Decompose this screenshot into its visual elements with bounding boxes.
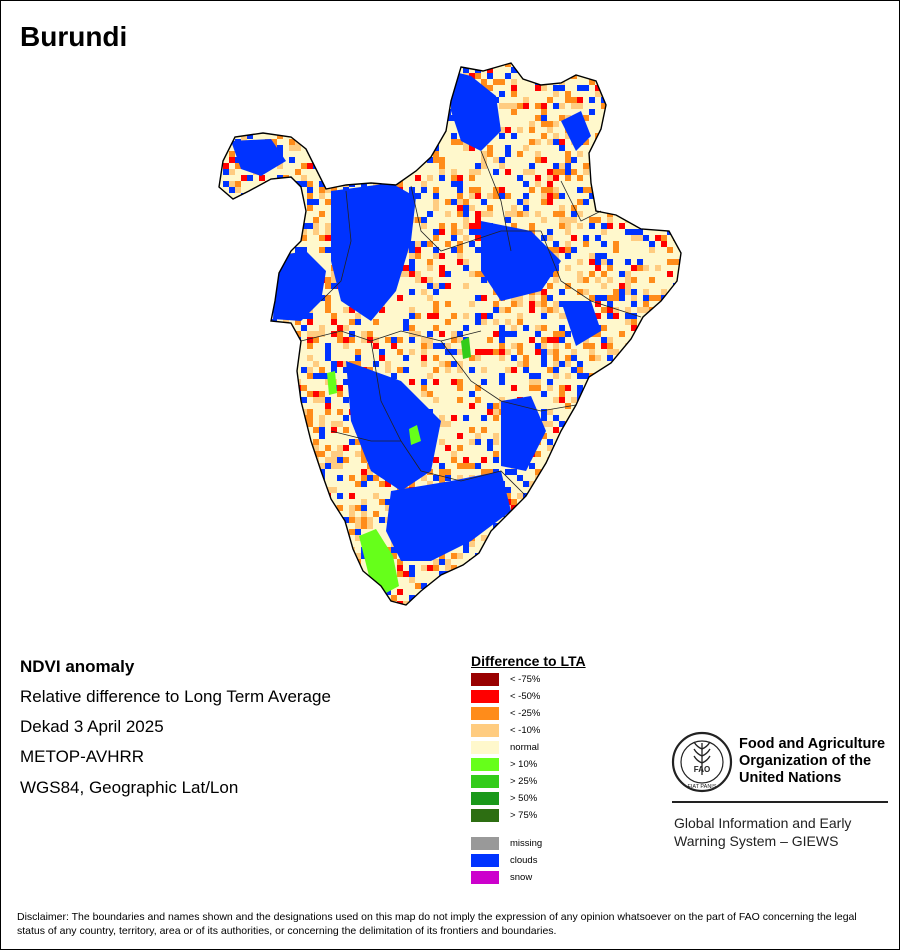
- map-title: Burundi: [20, 21, 128, 52]
- product-sensor: METOP-AVHRR: [20, 747, 145, 766]
- legend-swatch: [471, 741, 499, 754]
- legend-swatch: [471, 854, 499, 867]
- legend-label: missing: [510, 838, 543, 849]
- product-projection: WGS84, Geographic Lat/Lon: [20, 778, 239, 797]
- legend-swatch: [471, 837, 499, 850]
- legend-label: snow: [510, 872, 533, 883]
- legend-swatch: [471, 809, 499, 822]
- legend-swatch: [471, 775, 499, 788]
- legend-title: Difference to LTA: [471, 653, 586, 669]
- legend-label: > 75%: [510, 810, 538, 821]
- product-description: Relative difference to Long Term Average: [20, 687, 331, 706]
- disclaimer: Disclaimer: The boundaries and names sho…: [17, 911, 857, 937]
- ndvi-anomaly-map: [218, 62, 682, 606]
- legend-swatch: [471, 758, 499, 771]
- legend-label: > 10%: [510, 759, 538, 770]
- legend-label: clouds: [510, 855, 538, 866]
- legend-label: normal: [510, 742, 540, 753]
- product-period: Dekad 3 April 2025: [20, 717, 164, 736]
- anomaly-raster: [219, 63, 681, 605]
- org-name-line3: United Nations: [739, 770, 842, 786]
- giews-line2: Warning System – GIEWS: [674, 833, 839, 849]
- giews-line1: Global Information and Early: [674, 815, 852, 831]
- legend-label: > 50%: [510, 793, 538, 804]
- legend-label: < -25%: [510, 708, 541, 719]
- legend-label: < -50%: [510, 691, 541, 702]
- svg-text:FAO: FAO: [694, 765, 710, 774]
- legend-label: < -75%: [510, 674, 541, 685]
- legend-swatch: [471, 792, 499, 805]
- legend-label: > 25%: [510, 776, 538, 787]
- legend-swatch: [471, 690, 499, 703]
- legend-swatch: [471, 871, 499, 884]
- province-boundaries: [300, 150, 642, 497]
- org-name-line2: Organization of the: [739, 753, 872, 769]
- svg-text:FIAT PANIS: FIAT PANIS: [687, 784, 716, 790]
- legend-swatch: [471, 724, 499, 737]
- divider: [672, 801, 888, 803]
- product-title: NDVI anomaly: [20, 657, 135, 676]
- fao-logo-icon: FAO FIAT PANIS: [671, 731, 733, 793]
- legend-label: < -10%: [510, 725, 541, 736]
- org-name-line1: Food and Agriculture: [739, 736, 886, 752]
- legend-swatch: [471, 707, 499, 720]
- legend-swatch: [471, 673, 499, 686]
